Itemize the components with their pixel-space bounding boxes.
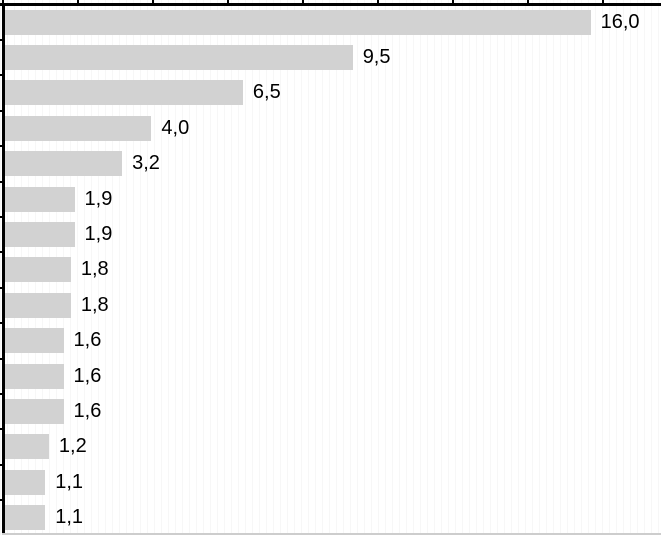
bar xyxy=(5,44,353,70)
bar xyxy=(5,221,75,247)
y-axis-tick xyxy=(0,428,3,431)
value-label: 1,9 xyxy=(84,187,113,210)
y-axis-tick xyxy=(0,145,3,148)
chart-row: 1,6 xyxy=(5,359,661,394)
y-axis-tick xyxy=(0,463,3,466)
bar xyxy=(5,9,591,35)
bar xyxy=(5,186,75,212)
value-label: 1,2 xyxy=(58,435,87,458)
x-axis-tick xyxy=(602,0,604,4)
y-axis-tick xyxy=(0,251,3,254)
y-axis-tick xyxy=(0,322,3,325)
chart-row: 1,8 xyxy=(5,288,661,323)
chart-row: 16,0 xyxy=(5,5,661,40)
bar xyxy=(5,292,71,318)
value-label: 1,9 xyxy=(84,222,113,245)
bar xyxy=(5,469,46,495)
left-axis-line xyxy=(2,3,5,535)
value-label: 1,6 xyxy=(73,399,102,422)
bar xyxy=(5,398,64,424)
x-axis-tick xyxy=(302,0,304,4)
x-axis-tick xyxy=(227,0,229,4)
value-label: 1,6 xyxy=(73,364,102,387)
value-label: 1,1 xyxy=(55,470,84,493)
x-axis-tick xyxy=(452,0,454,4)
value-label: 1,8 xyxy=(80,293,109,316)
x-axis-tick xyxy=(2,0,4,4)
value-label: 4,0 xyxy=(161,116,190,139)
y-axis-tick xyxy=(0,215,3,218)
x-axis-tick xyxy=(527,0,529,4)
y-axis-tick xyxy=(0,357,3,360)
y-axis-tick xyxy=(0,392,3,395)
bar xyxy=(5,434,49,460)
value-label: 1,8 xyxy=(80,258,109,281)
y-axis-tick xyxy=(0,38,3,41)
chart-row: 1,9 xyxy=(5,182,661,217)
bottom-edge-line xyxy=(2,533,661,535)
bar xyxy=(5,257,71,283)
x-axis-tick xyxy=(377,0,379,4)
chart-row: 9,5 xyxy=(5,40,661,75)
bar xyxy=(5,328,64,354)
bar xyxy=(5,505,46,531)
chart-row: 1,2 xyxy=(5,429,661,464)
chart-row: 1,1 xyxy=(5,465,661,500)
value-label: 9,5 xyxy=(362,45,391,68)
y-axis-tick xyxy=(0,109,3,112)
value-label: 3,2 xyxy=(132,152,160,175)
value-label: 1,1 xyxy=(55,506,84,529)
x-axis-tick xyxy=(152,0,154,4)
bar xyxy=(5,151,123,177)
y-axis-tick xyxy=(0,499,3,502)
chart-row: 1,8 xyxy=(5,252,661,287)
bar xyxy=(5,115,152,141)
x-axis-tick xyxy=(77,0,79,4)
bar xyxy=(5,80,243,106)
chart-row: 1,1 xyxy=(5,500,661,535)
chart-row: 4,0 xyxy=(5,111,661,146)
y-axis-tick xyxy=(0,286,3,289)
value-label: 6,5 xyxy=(252,81,281,104)
value-label: 16,0 xyxy=(600,10,640,33)
value-label: 1,6 xyxy=(73,329,102,352)
y-axis-tick xyxy=(0,74,3,77)
chart-row: 3,2 xyxy=(5,146,661,181)
bar xyxy=(5,363,64,389)
chart-row: 1,6 xyxy=(5,323,661,358)
chart-row: 1,9 xyxy=(5,217,661,252)
chart-row: 6,5 xyxy=(5,75,661,110)
y-axis-tick xyxy=(0,180,3,183)
top-axis-line xyxy=(0,3,661,6)
chart-row: 1,6 xyxy=(5,394,661,429)
